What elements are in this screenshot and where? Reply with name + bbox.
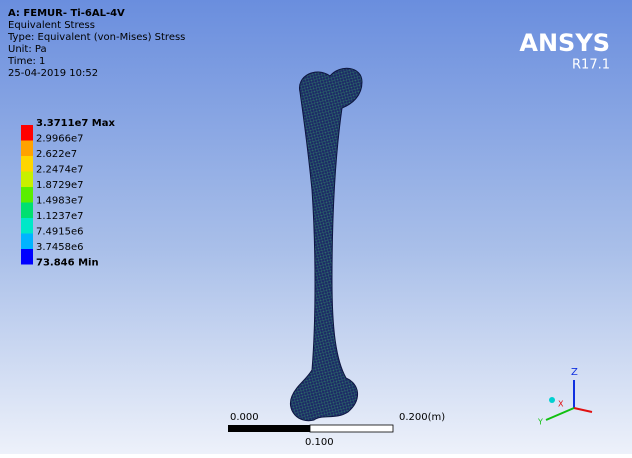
result: Equivalent Stress <box>8 20 95 31</box>
legend-band <box>21 172 33 188</box>
legend-label: 3.7458e6 <box>36 242 84 253</box>
result-type: Type: Equivalent (von-Mises) Stress <box>7 32 185 43</box>
legend-band <box>21 249 33 265</box>
legend-label: 73.846 Min <box>36 258 99 269</box>
scale-start: 0.000 <box>230 412 259 423</box>
x-label: X <box>558 400 564 409</box>
legend-label: 2.2474e7 <box>36 165 84 176</box>
legend-band <box>21 203 33 219</box>
legend-label: 2.622e7 <box>36 149 77 160</box>
logo: ANSYS <box>519 29 610 57</box>
legend-band <box>21 125 33 141</box>
scale-black <box>228 425 310 432</box>
legend-band <box>21 218 33 234</box>
legend-label: 2.9966e7 <box>36 134 84 145</box>
legend-label: 7.4915e6 <box>36 227 84 238</box>
origin <box>549 397 555 403</box>
y-label: Y <box>537 418 543 427</box>
title: A: FEMUR- Ti-6AL-4V <box>8 8 125 19</box>
scale-end: 0.200(m) <box>399 412 445 423</box>
scale-mid: 0.100 <box>305 437 334 448</box>
legend-band <box>21 234 33 250</box>
legend-band <box>21 141 33 157</box>
z-label: Z <box>571 367 578 378</box>
legend-label: 1.8729e7 <box>36 180 84 191</box>
legend-band <box>21 156 33 172</box>
unit: Unit: Pa <box>8 44 47 55</box>
version: R17.1 <box>572 58 610 73</box>
legend-band <box>21 187 33 203</box>
legend-label: 3.3711e7 Max <box>36 118 116 129</box>
time: Time: 1 <box>7 56 45 67</box>
date: 25-04-2019 10:52 <box>8 68 98 79</box>
viewport: A: FEMUR- Ti-6AL-4V Equivalent Stress Ty… <box>0 0 632 454</box>
scale-white <box>310 425 393 432</box>
legend-label: 1.1237e7 <box>36 211 84 222</box>
legend-label: 1.4983e7 <box>36 196 84 207</box>
